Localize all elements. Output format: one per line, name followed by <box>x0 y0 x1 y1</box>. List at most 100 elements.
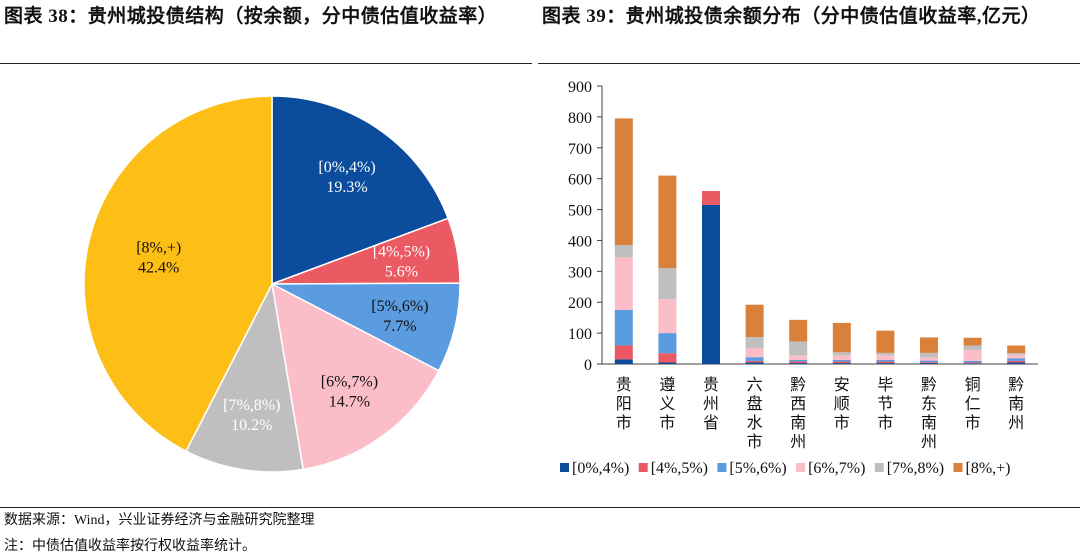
x-category-label-char: 黔 <box>921 375 937 394</box>
pie-chart: [0%,4%) 19.3% [4%,5%) 5.6% [5%,6%) 7.7% [6%,7%… <box>83 95 461 473</box>
pie-slice-value: 7.7% <box>383 318 416 335</box>
bar-segment <box>963 350 982 361</box>
bar-segment <box>745 360 764 363</box>
bar-segment <box>1007 360 1026 363</box>
bar-segment <box>832 322 851 353</box>
bar-segment <box>876 330 895 353</box>
bar-segment <box>920 360 938 363</box>
x-category-label-char: 毕 <box>877 375 893 394</box>
bar-segment <box>963 362 982 364</box>
footnote: 注：中债估值收益率按行权收益率统计。 <box>4 539 256 554</box>
bar-segment <box>658 333 677 354</box>
bar-segment <box>745 357 764 361</box>
bar-segment <box>832 355 851 360</box>
bar-segment <box>614 359 633 364</box>
bar-segment <box>920 357 938 361</box>
legend-label: [5%,6%) <box>729 460 786 477</box>
pie-slice-value: 10.2% <box>231 417 272 434</box>
bar-segment <box>614 257 633 310</box>
bar-segment <box>963 337 982 346</box>
y-tick-label: 200 <box>568 295 592 312</box>
x-category-label-char: 南 <box>790 413 806 432</box>
pie-slice-value: 19.3% <box>326 179 367 196</box>
x-category-label-char: 南 <box>921 413 937 432</box>
bar-segment <box>658 268 677 300</box>
x-category-label-char: 州 <box>921 432 937 451</box>
bar-segment <box>832 363 851 364</box>
x-category-label-char: 州 <box>790 432 806 451</box>
right-chart-title: 图表 39：贵州城投债余额分布（分中债估值收益率,亿元） <box>542 6 1041 27</box>
x-category-label-char: 州 <box>703 394 719 413</box>
bar-segment <box>614 345 633 360</box>
x-category-label-char: 安 <box>834 375 850 394</box>
y-tick-label: 700 <box>568 141 592 158</box>
legend-label: [8%,+) <box>966 460 1011 477</box>
bar-segment <box>789 361 808 364</box>
x-category-label-char: 市 <box>877 413 893 432</box>
legend-label: [4%,5%) <box>651 460 708 477</box>
y-tick-label: 900 <box>568 79 592 96</box>
bar-segment <box>876 352 895 356</box>
bar-segment <box>789 363 808 364</box>
bar-segment <box>614 118 633 246</box>
bar-segment <box>1007 354 1026 359</box>
left-title-rule <box>0 63 532 64</box>
legend-label: [7%,8%) <box>887 460 944 477</box>
x-category-label-char: 阳 <box>616 394 632 413</box>
x-category-label-char: 西 <box>790 394 806 413</box>
x-category-label-char: 六 <box>747 375 763 394</box>
legend-swatch <box>560 463 569 472</box>
x-category-label-char: 贵 <box>616 375 632 394</box>
charts-canvas: [0%,4%) 19.3% [4%,5%) 5.6% [5%,6%) 7.7% [6%,7%… <box>83 79 1038 477</box>
bar-segment <box>1007 353 1026 355</box>
x-category-label-char: 省 <box>703 413 719 432</box>
footer-rule <box>0 507 1080 508</box>
bar-segment <box>963 363 982 364</box>
x-category-label-char: 顺 <box>834 394 850 413</box>
bar-segment <box>658 362 677 364</box>
pie-slice-label: [6%,7%) <box>321 373 378 390</box>
x-category-label-char: 市 <box>616 413 632 432</box>
x-category-label-char: 水 <box>747 413 763 432</box>
bar-segment <box>702 191 720 205</box>
bar-segment <box>789 355 808 360</box>
pie-slice-label: [0%,4%) <box>318 159 375 176</box>
pie-slice <box>185 281 305 473</box>
x-category-label-char: 义 <box>659 394 675 413</box>
bar-segment <box>963 345 982 351</box>
right-title-rule <box>538 63 1080 64</box>
x-category-label-char: 遵 <box>659 375 675 394</box>
pie-slice-label: [7%,8%) <box>223 397 280 414</box>
x-category-label-char: 盘 <box>747 394 763 413</box>
bar-segment <box>702 204 720 364</box>
bar-segment <box>920 362 938 364</box>
y-tick-label: 300 <box>568 264 592 281</box>
bar-segment <box>658 353 677 363</box>
bar-segment <box>614 309 633 346</box>
source-note: 数据来源：Wind，兴业证券经济与金融研究院整理 <box>4 513 315 528</box>
bar-segment <box>832 352 851 356</box>
x-category-label-char: 市 <box>747 432 763 451</box>
y-tick-label: 800 <box>568 110 592 127</box>
pie-slice <box>83 95 273 453</box>
pie-slice-value: 5.6% <box>385 263 418 280</box>
y-tick-label: 600 <box>568 172 592 189</box>
bar-segment <box>745 304 764 338</box>
bar-segment <box>832 359 851 362</box>
bar-segment <box>789 319 808 342</box>
bar-segment <box>920 352 938 358</box>
legend-swatch <box>638 463 648 472</box>
bar-segment <box>963 360 982 363</box>
pie-slice-value: 14.7% <box>329 393 370 410</box>
pie-slice-label: [5%,6%) <box>371 298 428 315</box>
pie-slice-label: [8%,+) <box>136 240 181 257</box>
legend-label: [6%,7%) <box>808 460 865 477</box>
y-tick-label: 0 <box>584 357 592 374</box>
bar-segment <box>658 175 677 269</box>
legend-swatch <box>717 463 727 472</box>
bar-segment <box>745 347 764 358</box>
bar-segment <box>876 363 895 364</box>
legend-swatch <box>796 463 806 472</box>
pie-slice <box>271 95 450 286</box>
pie-slice-value: 42.4% <box>138 260 179 277</box>
